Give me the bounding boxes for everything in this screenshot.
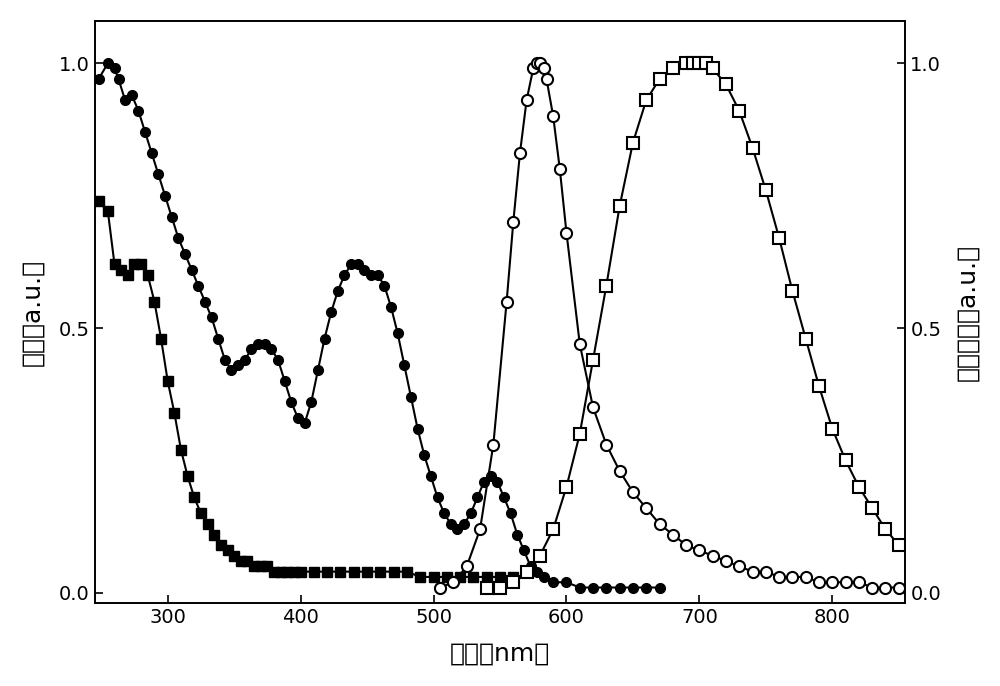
Y-axis label: 吸收（a.u.）: 吸收（a.u.） [21, 259, 45, 366]
Y-axis label: 光致发光（a.u.）: 光致发光（a.u.） [955, 244, 979, 381]
X-axis label: 波长（nm）: 波长（nm） [450, 641, 550, 665]
